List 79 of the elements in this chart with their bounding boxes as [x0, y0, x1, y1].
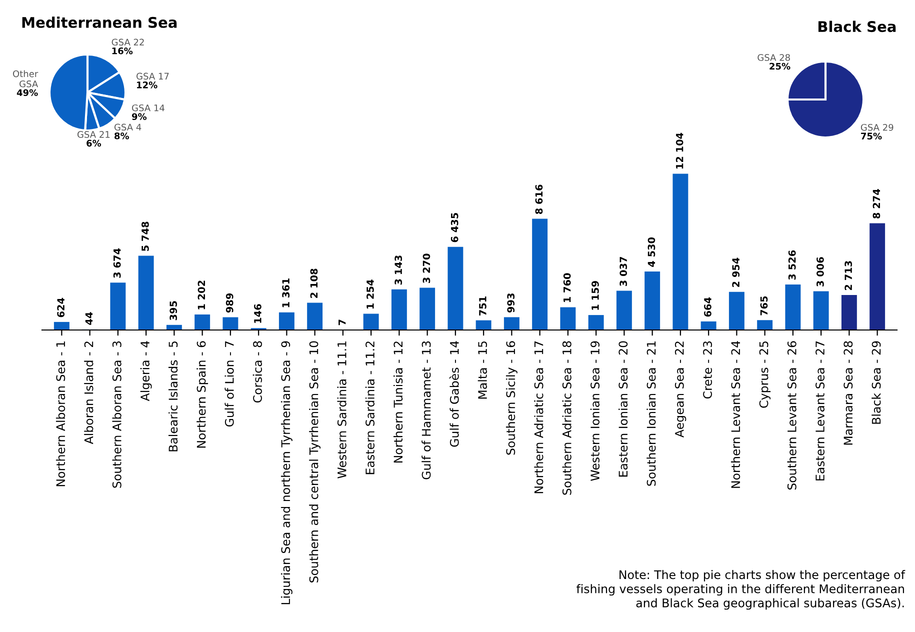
data-label: 44	[85, 312, 92, 325]
data-label: 3 037	[620, 256, 628, 286]
x-tick-label: Cyprus - 25	[759, 341, 771, 408]
data-label: 16%	[112, 47, 133, 54]
data-label: 75%	[861, 132, 882, 140]
data-label: 1 202	[198, 280, 206, 310]
x-tick-label: Gulf of Lion - 7	[224, 341, 234, 427]
x-tick-label: Eastern Ionian Sea - 20	[618, 341, 628, 477]
data-label: 146	[254, 304, 262, 323]
data-label: 8 616	[535, 184, 543, 214]
data-label: 1 254	[366, 280, 374, 309]
x-tick-label: Algeria - 4	[140, 341, 152, 402]
x-tick-label: Northern Alboran Sea - 1	[56, 342, 66, 486]
x-tick-label: Western Ionian Sea - 19	[590, 341, 600, 481]
x-tick-label: Balearic Islands - 5	[168, 341, 178, 452]
data-label: 2 954	[732, 258, 740, 287]
data-label: 2 713	[844, 261, 852, 290]
data-label: 8%	[114, 132, 130, 140]
data-label: 1 361	[282, 278, 290, 308]
data-label: 1 159	[592, 281, 599, 310]
data-label: 3 270	[422, 254, 430, 283]
slice-label: GSA 28	[758, 54, 790, 61]
data-label: 989	[226, 293, 234, 313]
x-tick-label: Southern Adriatic Sea - 18	[562, 341, 572, 495]
data-label: 3 674	[113, 248, 121, 278]
data-label: 8 274	[872, 189, 880, 218]
chart-title: Black Sea	[818, 20, 896, 32]
data-label: 395	[170, 301, 178, 320]
chart-title: Mediterranean Sea	[22, 16, 177, 28]
data-label: 1 760	[563, 273, 571, 302]
data-label: 2 108	[310, 268, 318, 298]
data-label: 3 006	[816, 257, 824, 286]
slice-label: GSA 14	[132, 104, 164, 112]
x-tick-label: Black Sea - 29	[872, 341, 881, 424]
x-tick-label: Northern Tunisia - 12	[393, 342, 403, 463]
data-label: 4 530	[648, 237, 656, 267]
x-tick-label: Southern Alboran Sea - 3	[112, 341, 122, 488]
data-label: 6%	[86, 140, 102, 147]
slice-label: Other GSA	[13, 70, 38, 88]
x-tick-label: Corsica - 8	[252, 341, 262, 403]
x-tick-label: Crete - 23	[703, 341, 712, 399]
data-label: 9%	[132, 113, 147, 120]
x-tick-label: Alboran Island - 2	[84, 342, 94, 444]
x-tick-label: Malta - 15	[478, 341, 487, 399]
slice-label: GSA 29	[860, 124, 894, 131]
x-tick-label: Southern Sicily - 16	[506, 341, 518, 455]
slice-label: GSA 21	[77, 131, 110, 138]
x-tick-label: Eastern Sardinia - 11.2	[365, 342, 374, 474]
data-label: 3 526	[788, 250, 796, 280]
data-label: 12%	[137, 82, 158, 88]
data-label: 664	[704, 297, 712, 317]
x-tick-label: Ligurian Sea and northern Tyrrhenian Sea - 9	[280, 341, 292, 604]
x-tick-label: Marmara Sea - 28	[844, 341, 853, 445]
x-tick-label: Eastern Levant Sea - 27	[816, 341, 824, 480]
data-label: 3 143	[394, 256, 402, 285]
data-label: 751	[479, 296, 486, 316]
data-label: 993	[507, 293, 515, 313]
data-label: 12 104	[676, 132, 684, 168]
slice-label: GSA 22	[112, 38, 144, 46]
data-label: 49%	[16, 89, 38, 96]
x-tick-label: Northern Spain - 6	[196, 341, 208, 448]
x-tick-label: Southern and central Tyrrhenian Sea - 10	[309, 341, 321, 582]
data-label: 5 748	[142, 222, 149, 251]
data-label: 765	[760, 296, 768, 316]
data-label: 6 435	[450, 213, 458, 242]
x-tick-label: Northern Adriatic Sea - 17	[534, 341, 544, 494]
slice-label: GSA 4	[114, 124, 142, 131]
data-label: 7	[338, 320, 346, 326]
x-tick-label: Northern Levant Sea - 24	[730, 341, 740, 488]
x-tick-label: Aegean Sea - 22	[674, 342, 686, 438]
slice-label: GSA 17	[136, 72, 169, 80]
data-label: 624	[57, 298, 65, 318]
x-tick-label: Western Sardinia - 11.1	[337, 342, 346, 478]
text: Note: The top pie charts show the percentage of fishing vessels operating in the different Mediterranean and Black Sea geographical subareas (GSAs).	[576, 570, 906, 610]
x-tick-label: Gulf of Hammamet - 13	[422, 341, 431, 480]
x-tick-label: Southern Ionian Sea - 21	[646, 342, 656, 486]
x-tick-label: Southern Levant Sea - 26	[787, 341, 796, 490]
x-tick-label: Gulf of Gabès - 14	[449, 341, 459, 447]
data-label: 25%	[770, 62, 790, 70]
